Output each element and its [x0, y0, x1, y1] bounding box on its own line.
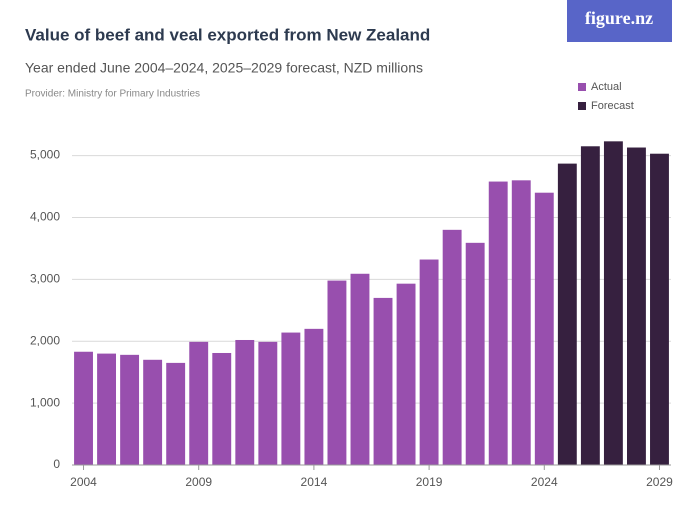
bar [166, 362, 186, 465]
bar [419, 259, 439, 465]
x-tick-label: 2009 [185, 475, 212, 489]
bar [557, 163, 577, 465]
y-tick-label: 5,000 [30, 148, 60, 162]
bar [143, 359, 163, 465]
bar [97, 353, 117, 465]
chart-subtitle: Year ended June 2004–2024, 2025–2029 for… [25, 60, 423, 76]
logo-box [567, 0, 672, 42]
bar [488, 181, 508, 466]
legend-label: Forecast [591, 100, 634, 112]
x-tick-label: 2014 [301, 475, 328, 489]
bar [189, 341, 209, 465]
bar [626, 147, 646, 465]
legend-swatch [578, 102, 586, 110]
legend-swatch [578, 83, 586, 91]
bar [603, 141, 623, 465]
bar [235, 339, 255, 465]
bar [327, 280, 347, 465]
bar [258, 341, 278, 465]
bar [350, 273, 370, 465]
x-tick-label: 2024 [531, 475, 558, 489]
x-tick-label: 2019 [416, 475, 443, 489]
y-tick-label: 4,000 [30, 210, 60, 224]
bar [534, 192, 554, 465]
legend-label: Actual [591, 81, 622, 93]
y-tick-label: 3,000 [30, 272, 60, 286]
bar [396, 283, 416, 465]
y-tick-label: 0 [53, 457, 60, 471]
bar [511, 180, 531, 466]
bar [74, 351, 93, 465]
x-tick-label: 2029 [646, 475, 673, 489]
chart-title: Value of beef and veal exported from New… [25, 25, 430, 44]
y-tick-label: 1,000 [30, 395, 60, 409]
bar [281, 332, 301, 465]
logo: figure.nz [585, 8, 653, 28]
bar [120, 354, 140, 465]
bar [442, 229, 462, 465]
y-tick-label: 2,000 [30, 333, 60, 347]
bar [212, 352, 232, 465]
bar [580, 146, 600, 465]
bar [465, 242, 485, 465]
bar [373, 297, 393, 465]
x-tick-label: 2004 [70, 475, 97, 489]
bar [304, 328, 324, 465]
bar [650, 153, 669, 466]
provider: Provider: Ministry for Primary Industrie… [25, 89, 200, 100]
